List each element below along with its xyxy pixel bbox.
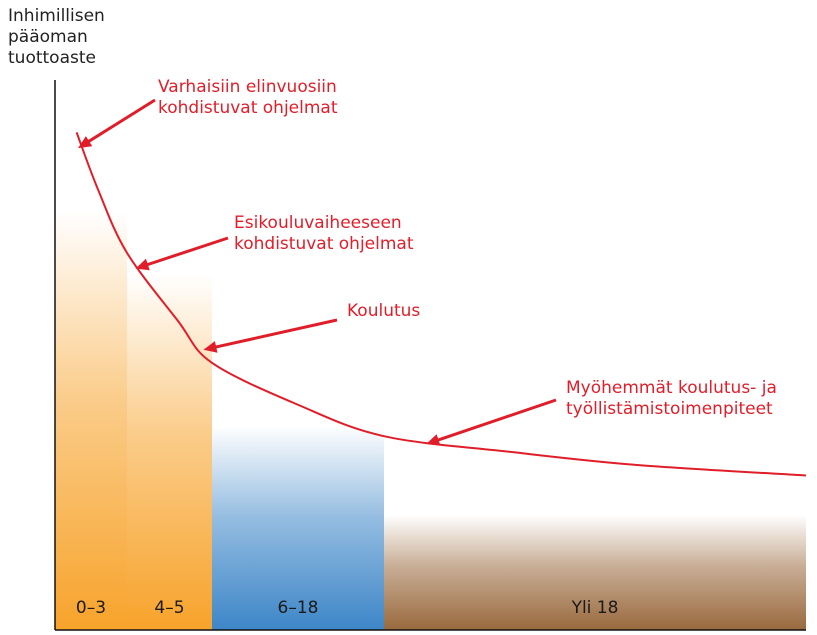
annotation-1-line-2: kohdistuvat ohjelmat bbox=[158, 98, 338, 118]
annotation-2-line-1: Esikouluvaiheeseen bbox=[234, 213, 402, 233]
annotation-4-arrowhead bbox=[426, 434, 441, 446]
bar-4 bbox=[384, 514, 806, 630]
bar-1 bbox=[55, 210, 127, 630]
annotation-3: Koulutus bbox=[203, 301, 420, 353]
annotation-2-arrowhead bbox=[135, 258, 150, 271]
bars bbox=[55, 210, 806, 630]
annotation-3-arrowhead bbox=[203, 341, 218, 353]
y-axis-label-line-2: pääoman bbox=[8, 27, 88, 47]
y-axis-label-line-3: tuottoaste bbox=[8, 48, 96, 68]
annotation-1-arrow bbox=[84, 98, 156, 145]
bar-3 bbox=[212, 425, 384, 630]
annotation-3-arrow bbox=[211, 318, 338, 350]
category-label-1: 0–3 bbox=[76, 598, 106, 618]
annotation-4-line-1: Myöhemmät koulutus- ja bbox=[566, 378, 777, 398]
annotation-4-line-2: työllistämistoimenpiteet bbox=[566, 399, 773, 419]
annotation-1-arrowhead bbox=[78, 136, 93, 149]
annotation-1-line-1: Varhaisiin elinvuosiin bbox=[158, 77, 337, 97]
y-axis-label-line-1: Inhimillisen bbox=[8, 6, 105, 26]
category-label-3: 6–18 bbox=[278, 598, 319, 618]
annotation-2-arrow bbox=[143, 236, 229, 268]
returns-curve bbox=[75, 132, 807, 477]
annotation-2-line-2: kohdistuvat ohjelmat bbox=[234, 234, 414, 254]
y-axis-label: Inhimillisen pääoman tuottoaste bbox=[8, 6, 105, 68]
category-labels: 0–3 4–5 6–18 Yli 18 bbox=[76, 598, 619, 618]
category-label-4: Yli 18 bbox=[571, 598, 619, 618]
bar-2 bbox=[127, 273, 212, 630]
category-label-2: 4–5 bbox=[154, 598, 184, 618]
annotation-4: Myöhemmät koulutus- jatyöllistämistoimen… bbox=[426, 378, 777, 446]
annotation-3-line-1: Koulutus bbox=[347, 301, 420, 321]
annotation-4-arrow bbox=[434, 398, 557, 443]
